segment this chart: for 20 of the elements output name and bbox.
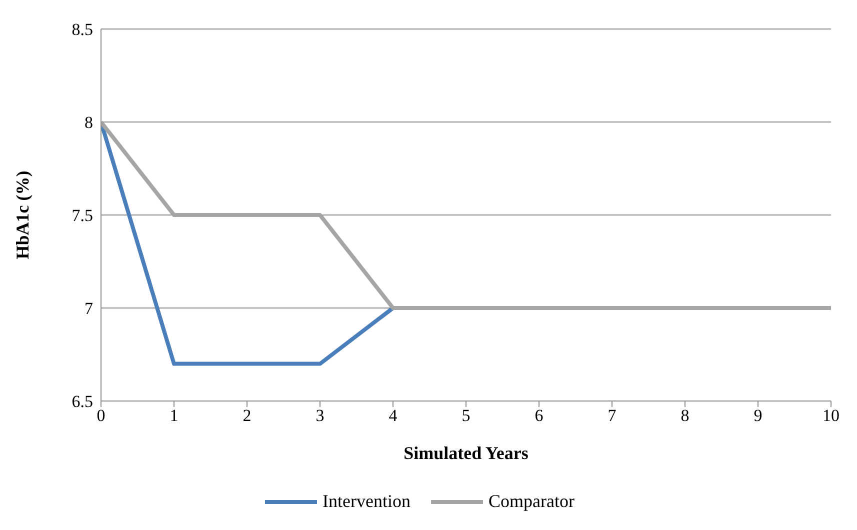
x-tick-label: 3	[316, 406, 324, 426]
legend-label: Comparator	[488, 491, 574, 512]
x-tick-label: 10	[822, 406, 840, 426]
legend-label: Intervention	[322, 491, 410, 512]
y-tick-label: 7	[84, 299, 94, 318]
x-tick-label: 1	[170, 406, 178, 426]
y-tick-label: 8.5	[72, 20, 93, 40]
y-tick-label: 6.5	[72, 392, 93, 412]
x-axis-title: Simulated Years	[404, 443, 528, 463]
x-tick-label: 9	[754, 406, 762, 426]
x-tick-label: 6	[534, 406, 544, 426]
x-tick-label: 0	[96, 406, 106, 426]
y-tick-label: 8	[84, 113, 93, 132]
x-tick-label: 8	[680, 406, 690, 426]
x-tick-label: 2	[242, 406, 252, 426]
x-tick-label: 4	[388, 406, 398, 426]
x-tick-label: 7	[608, 406, 617, 426]
y-axis-title: HbA1c (%)	[12, 170, 32, 260]
y-tick-label: 7.5	[72, 206, 93, 226]
x-tick-label: 5	[462, 406, 470, 426]
